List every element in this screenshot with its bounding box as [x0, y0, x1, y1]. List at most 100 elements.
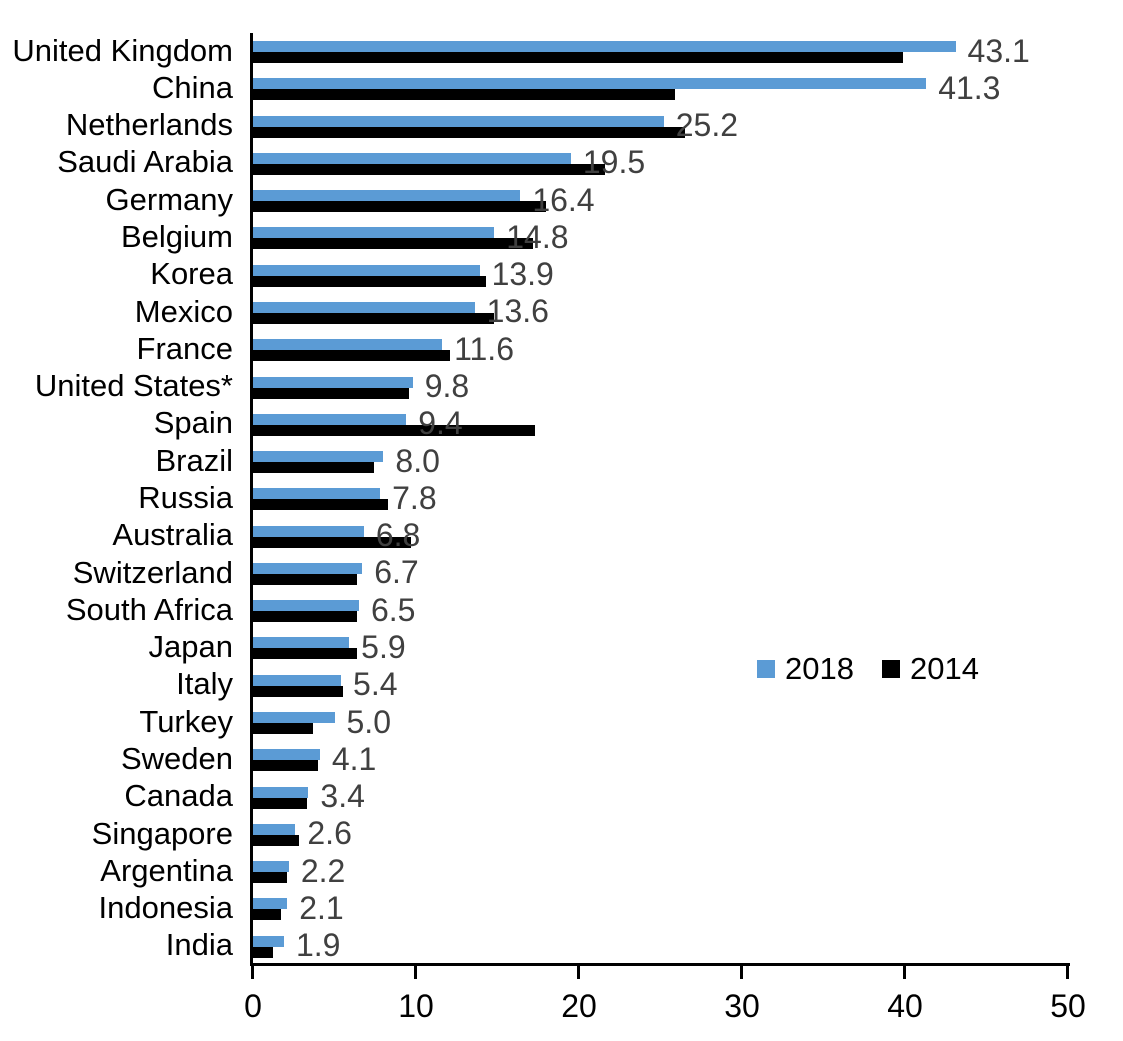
value-label: 6.7 [374, 554, 419, 591]
category-label: Netherlands [65, 107, 233, 143]
value-label: 41.3 [938, 69, 1001, 106]
value-label: 2.6 [307, 815, 352, 852]
bar-2018 [253, 712, 335, 724]
value-label: 1.9 [295, 927, 341, 964]
x-tick [414, 966, 417, 979]
bar-2018 [253, 115, 664, 127]
category-label: Belgium [121, 219, 233, 255]
bar-2014 [253, 648, 358, 660]
category-label: Turkey [139, 703, 233, 739]
legend-swatch-2014 [881, 660, 900, 678]
bar-2014 [253, 424, 535, 436]
value-label: 5.4 [353, 666, 398, 703]
bar-2014 [253, 275, 487, 287]
x-tick-label: 0 [244, 988, 262, 1024]
bar-2018 [253, 674, 342, 686]
category-label: Switzerland [72, 554, 233, 590]
bar-2014 [253, 499, 389, 511]
category-label: Spain [153, 405, 233, 441]
category-label: United Kingdom [12, 32, 233, 68]
bar-2014 [253, 611, 358, 623]
value-label: 7.8 [392, 479, 437, 516]
bar-2018 [253, 786, 309, 798]
value-label: 8.0 [395, 442, 440, 479]
bar-2018 [253, 637, 350, 649]
value-label: 9.4 [418, 405, 463, 442]
bar-2018 [253, 152, 571, 164]
x-axis-line [250, 963, 1070, 966]
category-label: Australia [112, 517, 233, 553]
value-label: 13.9 [491, 256, 554, 293]
bar-2018 [253, 413, 407, 425]
bar-2014 [253, 573, 358, 585]
bar-2018 [253, 339, 443, 351]
bar-2018 [253, 935, 284, 947]
value-label: 6.8 [375, 517, 421, 554]
category-label: United States* [34, 368, 233, 404]
value-label: 13.6 [486, 293, 549, 330]
value-label: 11.6 [454, 330, 514, 367]
category-label: Brazil [155, 442, 233, 478]
category-label: Italy [176, 666, 233, 702]
bar-2014 [253, 760, 319, 772]
value-label: 14.8 [506, 218, 569, 255]
bar-2014 [253, 126, 685, 138]
legend: 2018 2014 [757, 651, 979, 686]
bar-2018 [253, 861, 289, 873]
bar-2018 [253, 600, 359, 612]
x-tick-label: 40 [887, 988, 923, 1024]
legend-label-2014: 2014 [909, 651, 979, 686]
bar-2014 [253, 201, 547, 213]
bar-2018 [253, 488, 381, 500]
value-label: 16.4 [532, 181, 595, 218]
x-tick [1066, 966, 1069, 979]
bar-2018 [253, 301, 475, 313]
x-tick-label: 20 [561, 988, 597, 1024]
x-tick-label: 10 [398, 988, 434, 1024]
bar-2014 [253, 312, 495, 324]
bar-2014 [253, 834, 299, 846]
category-label: Singapore [91, 815, 233, 851]
bar-2014 [253, 89, 676, 101]
value-label: 3.4 [320, 778, 365, 815]
category-label: South Africa [65, 591, 233, 627]
bar-2018 [253, 898, 288, 910]
x-tick [577, 966, 580, 979]
x-tick [740, 966, 743, 979]
legend-label-2018: 2018 [785, 651, 854, 686]
bar-2018 [253, 190, 521, 202]
category-label: Japan [148, 629, 233, 665]
bar-2018 [253, 451, 384, 463]
value-label: 2.1 [299, 889, 344, 926]
bar-2018 [253, 227, 495, 239]
bar-2014 [253, 685, 343, 697]
category-label: Argentina [100, 852, 233, 888]
bar-2018 [253, 376, 413, 388]
value-label: 43.1 [967, 32, 1030, 69]
bar-2014 [253, 536, 412, 548]
bar-2018 [253, 562, 363, 574]
value-label: 6.5 [370, 591, 416, 628]
category-label: France [136, 330, 233, 366]
bar-2014 [253, 163, 606, 175]
category-label: Russia [138, 479, 233, 515]
bar-2014 [253, 797, 307, 809]
category-label: Indonesia [98, 890, 233, 926]
x-tick [903, 966, 906, 979]
bar-2014 [253, 909, 281, 921]
category-label: Canada [124, 778, 233, 814]
y-axis-line [250, 33, 253, 964]
bar-2018 [253, 525, 364, 537]
category-label: Sweden [120, 740, 233, 776]
bar-2014 [253, 387, 410, 399]
category-label: India [165, 927, 233, 963]
value-label: 2.2 [300, 852, 346, 889]
bar-2014 [253, 872, 288, 884]
x-tick-label: 30 [724, 988, 760, 1024]
bar-2018 [253, 823, 296, 835]
value-label: 5.0 [346, 703, 391, 740]
x-tick [251, 966, 254, 979]
category-label: Germany [105, 181, 233, 217]
bar-2018 [253, 749, 320, 761]
